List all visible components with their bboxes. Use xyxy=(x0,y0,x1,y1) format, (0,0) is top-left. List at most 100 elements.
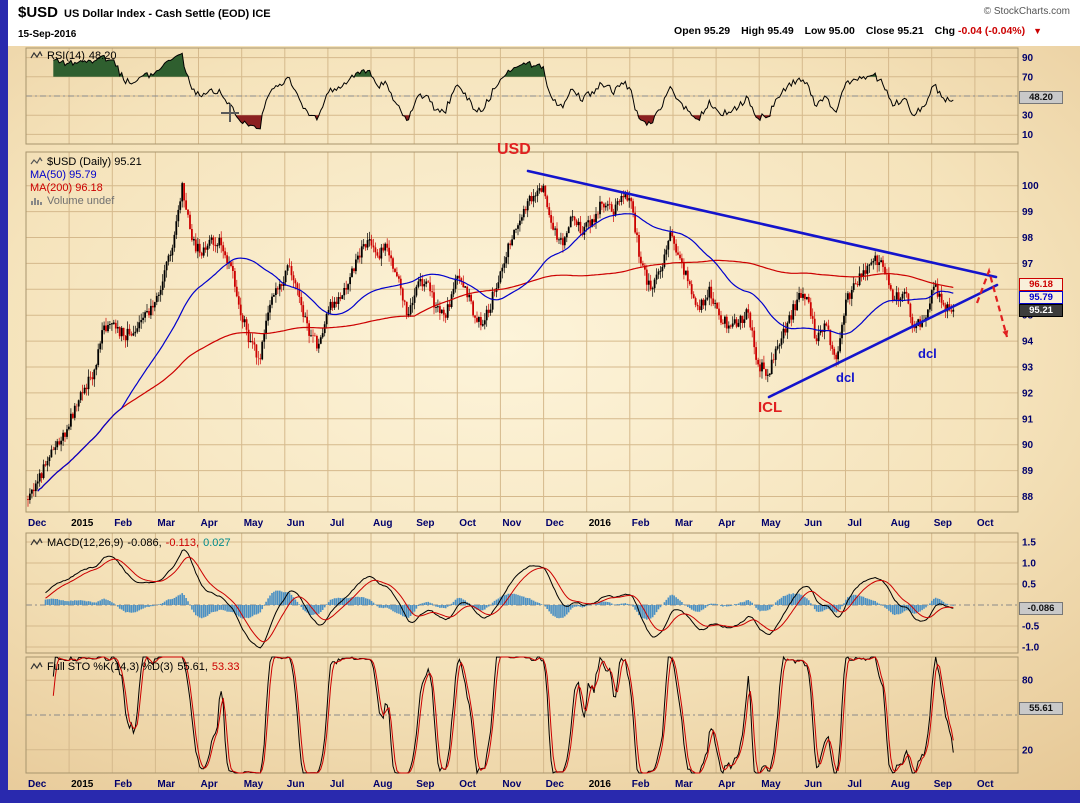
rsi-panel xyxy=(53,52,954,130)
trendline[interactable] xyxy=(526,169,998,279)
annotation-label-dcl[interactable]: dcl xyxy=(836,370,855,385)
header-title-row: $USD US Dollar Index - Cash Settle (EOD) … xyxy=(18,4,1080,22)
panel-frame xyxy=(25,151,1019,513)
y-axis-tick-label: 20 xyxy=(1022,745,1034,756)
chart-canvas[interactable]: 90705030101009998979695949392919089881.5… xyxy=(8,46,1080,790)
price-legend-symbol: $USD (Daily) 95.21 xyxy=(47,155,142,168)
chg-label: Chg xyxy=(934,25,956,37)
stoch-d-line xyxy=(52,656,954,774)
macd-last-value-box: -0.086 xyxy=(1019,602,1063,615)
x-axis-month-label: Mar xyxy=(157,518,175,529)
bottom-frame-border xyxy=(0,790,1080,803)
y-axis-tick-label: 92 xyxy=(1022,388,1034,399)
chart-title: US Dollar Index - Cash Settle (EOD) ICE xyxy=(64,8,271,20)
x-axis-month-label: Aug xyxy=(373,779,392,790)
trendline[interactable] xyxy=(767,283,999,399)
sto-last-value-box: 55.61 xyxy=(1019,702,1063,715)
left-frame-border xyxy=(0,0,8,803)
x-axis-month-label: May xyxy=(244,518,264,529)
macd-histogram xyxy=(44,590,955,620)
x-axis-month-label: Jun xyxy=(804,518,822,529)
x-axis-month-label: Jun xyxy=(287,518,305,529)
x-axis-month-label: Jun xyxy=(287,779,305,790)
ohlc-quote: Open 95.29 High 95.49 Low 95.00 Close 95.21 … xyxy=(666,25,1042,37)
x-axis-month-label: Feb xyxy=(632,518,650,529)
x-axis-month-label: Nov xyxy=(502,518,521,529)
y-axis-tick-label: 1.0 xyxy=(1022,559,1036,570)
chart-area[interactable]: 90705030101009998979695949392919089881.5… xyxy=(8,46,1080,790)
close-label: Close xyxy=(865,25,895,37)
panel-frame xyxy=(25,532,1019,654)
y-axis-tick-label: 1.5 xyxy=(1022,538,1036,549)
rsi-legend: RSI(14) 48.20 xyxy=(30,49,116,62)
line-style-icon xyxy=(30,662,43,670)
x-axis-month-label: Mar xyxy=(157,779,175,790)
price-panel xyxy=(27,181,955,507)
line-style-icon xyxy=(30,51,43,59)
annotation-label-dcl[interactable]: dcl xyxy=(918,346,937,361)
macd-value-3: 0.027 xyxy=(203,536,231,549)
stochastics-panel xyxy=(52,655,954,775)
crosshair-cursor-icon xyxy=(221,104,239,122)
x-axis-month-label: Jun xyxy=(804,779,822,790)
low-value: 95.00 xyxy=(828,25,855,37)
y-axis-tick-label: 97 xyxy=(1022,259,1034,270)
price-legend: $USD (Daily) 95.21 MA(50) 95.79 MA(200) … xyxy=(30,155,142,207)
projection-arrow[interactable] xyxy=(975,267,1009,338)
x-axis-month-label: Aug xyxy=(373,518,392,529)
x-axis-month-label: Aug xyxy=(891,779,910,790)
line-style-icon xyxy=(30,538,43,546)
series-line xyxy=(53,52,954,130)
x-axis-month-label: Jul xyxy=(330,518,345,529)
high-value: 95.49 xyxy=(767,25,794,37)
x-axis-month-label: Sep xyxy=(934,779,952,790)
x-axis-month-label: Dec xyxy=(28,779,47,790)
copyright-link[interactable]: © StockCharts.com xyxy=(983,6,1070,17)
y-axis-tick-label: 100 xyxy=(1022,181,1039,192)
open-label: Open xyxy=(674,25,701,37)
macd-value-1: -0.086, xyxy=(127,536,162,549)
y-axis-tick-label: 99 xyxy=(1022,207,1034,218)
macd-legend-name: MACD(12,26,9) xyxy=(47,536,124,549)
close-value: 95.21 xyxy=(897,25,924,37)
x-axis-month-label: 2015 xyxy=(71,779,94,790)
panel-frame xyxy=(25,47,1019,145)
x-axis-month-label: 2015 xyxy=(71,518,94,529)
x-axis-month-label: Dec xyxy=(546,518,565,529)
ma200-line xyxy=(37,259,954,492)
low-label: Low xyxy=(804,25,826,37)
sto-value-d: 53.33 xyxy=(211,660,240,673)
ma50-legend: MA(50) 95.79 xyxy=(30,168,97,181)
x-axis-month-label: Apr xyxy=(201,518,218,529)
x-axis-month-label: Aug xyxy=(891,518,910,529)
annotation-label-icl[interactable]: ICL xyxy=(758,399,782,416)
macd-signal-line xyxy=(45,556,954,643)
x-axis-month-label: Mar xyxy=(675,779,693,790)
macd-value-2: -0.113, xyxy=(165,536,200,549)
axis-labels: 90705030101009998979695949392919089881.5… xyxy=(28,53,1040,790)
y-axis-tick-label: 30 xyxy=(1022,111,1034,122)
rsi-oversold-fill xyxy=(53,115,954,129)
y-axis-tick-label: 90 xyxy=(1022,53,1034,64)
y-axis-tick-label: 90 xyxy=(1022,440,1034,451)
x-axis-month-label: Oct xyxy=(459,779,476,790)
candle-bodies-down xyxy=(27,183,953,500)
macd-panel xyxy=(44,549,955,649)
high-label: High xyxy=(741,25,765,37)
x-axis-month-label: Nov xyxy=(502,779,521,790)
annotation-label-usd[interactable]: USD xyxy=(497,141,531,158)
price-chart-icon xyxy=(30,157,43,165)
chart-header: $USD US Dollar Index - Cash Settle (EOD) … xyxy=(8,0,1080,46)
x-axis-month-label: Dec xyxy=(28,518,47,529)
sto-legend-name: Full STO %K(14,3) %D(3) xyxy=(47,660,174,673)
chart-date: 15-Sep-2016 xyxy=(18,29,77,40)
y-axis-tick-label: 93 xyxy=(1022,363,1034,374)
chg-value: -0.04 (-0.04%) xyxy=(958,25,1026,37)
x-axis-month-label: Sep xyxy=(934,518,952,529)
symbol: $USD xyxy=(18,4,59,21)
ma50-last-value-box: 95.79 xyxy=(1019,291,1063,304)
ma200-last-value-box: 96.18 xyxy=(1019,278,1063,291)
macd-legend: MACD(12,26,9) -0.086, -0.113, 0.027 xyxy=(30,536,231,549)
x-axis-month-label: Sep xyxy=(416,779,434,790)
